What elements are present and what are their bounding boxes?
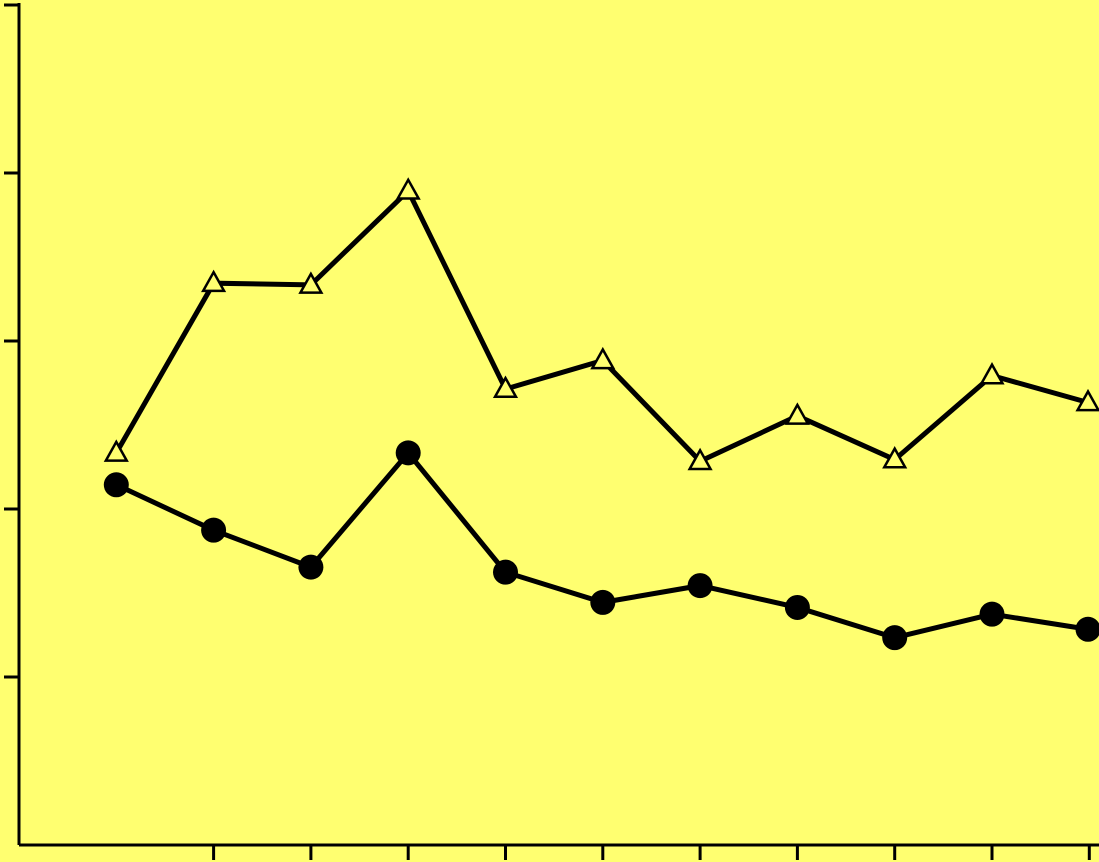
series-1-point-9 bbox=[882, 446, 908, 469]
series-2-point-1 bbox=[103, 472, 129, 498]
series-2-point-2 bbox=[201, 517, 227, 543]
series-2-point-3 bbox=[298, 554, 324, 580]
series-1-point-3 bbox=[298, 271, 324, 294]
series-layer bbox=[103, 177, 1099, 651]
series-2-point-4 bbox=[395, 440, 421, 466]
series-1-point-6 bbox=[590, 346, 616, 370]
series-2-point-6 bbox=[590, 589, 616, 615]
series-1-point-4 bbox=[395, 177, 421, 200]
series-2 bbox=[103, 440, 1099, 651]
series-2-point-9 bbox=[882, 625, 908, 651]
x-axis-ticks bbox=[212, 845, 1091, 860]
series-1-point-11 bbox=[1075, 388, 1099, 412]
series-1-point-8 bbox=[784, 402, 810, 425]
series-1-point-5 bbox=[492, 375, 519, 398]
series-1 bbox=[103, 177, 1099, 471]
series-1-point-1 bbox=[103, 439, 129, 462]
y-axis-ticks bbox=[4, 3, 19, 679]
series-2-point-11 bbox=[1075, 616, 1099, 642]
series-2-point-10 bbox=[979, 601, 1005, 627]
series-2-point-7 bbox=[687, 573, 713, 599]
series-1-point-7 bbox=[687, 447, 713, 471]
series-1-point-10 bbox=[979, 362, 1005, 385]
series-2-point-5 bbox=[493, 559, 518, 585]
series-2-point-8 bbox=[784, 594, 810, 620]
series-1-point-2 bbox=[201, 269, 227, 293]
